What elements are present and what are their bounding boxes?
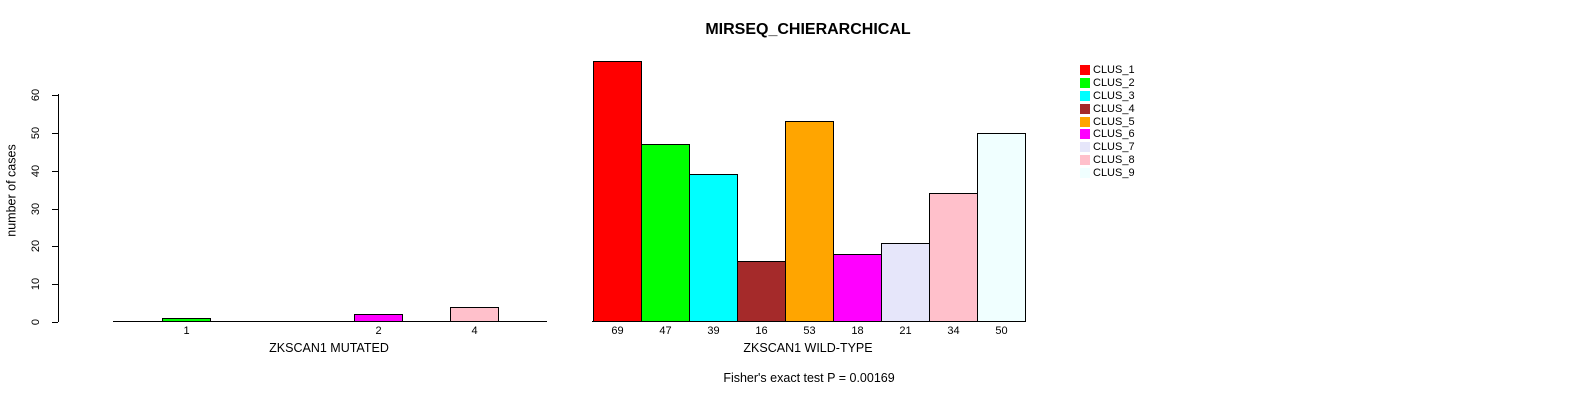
bar-value-label: 2 bbox=[375, 325, 382, 337]
bar-clus_9 bbox=[977, 133, 1026, 322]
y-tick-label: 60 bbox=[30, 88, 42, 102]
bar-clus_8 bbox=[450, 307, 499, 322]
y-tick-label: 10 bbox=[30, 277, 42, 291]
y-tick-label: 0 bbox=[30, 318, 42, 326]
bar-clus_2 bbox=[162, 318, 211, 322]
legend-swatch-clus_5 bbox=[1080, 117, 1090, 127]
bar-value-label: 39 bbox=[707, 325, 720, 337]
y-tick-mark bbox=[52, 95, 58, 96]
bar-clus_6 bbox=[354, 314, 403, 322]
y-tick-mark bbox=[52, 322, 58, 323]
legend-label-clus_4: CLUS_4 bbox=[1093, 103, 1135, 115]
y-tick-label: 30 bbox=[30, 202, 42, 216]
y-tick-mark bbox=[52, 284, 58, 285]
bar-value-label: 47 bbox=[659, 325, 672, 337]
bar-value-label: 4 bbox=[471, 325, 478, 337]
y-axis-title: number of cases bbox=[4, 144, 19, 237]
x-axis-label-mutated: ZKSCAN1 MUTATED bbox=[269, 341, 389, 355]
legend-swatch-clus_6 bbox=[1080, 129, 1090, 139]
x-axis-line bbox=[113, 321, 547, 322]
y-tick-label: 50 bbox=[30, 126, 42, 140]
chart-title: MIRSEQ_CHIERARCHICAL bbox=[705, 21, 911, 38]
legend-label-clus_5: CLUS_5 bbox=[1093, 116, 1135, 128]
y-tick-mark bbox=[52, 171, 58, 172]
bar-value-label: 34 bbox=[947, 325, 960, 337]
bar-clus_4 bbox=[737, 261, 786, 322]
bar-clus_3 bbox=[689, 174, 738, 322]
legend-label-clus_9: CLUS_9 bbox=[1093, 167, 1135, 179]
legend-label-clus_8: CLUS_8 bbox=[1093, 154, 1135, 166]
legend-swatch-clus_2 bbox=[1080, 78, 1090, 88]
bar-value-label: 50 bbox=[995, 325, 1008, 337]
legend-label-clus_2: CLUS_2 bbox=[1093, 77, 1135, 89]
legend-swatch-clus_7 bbox=[1080, 142, 1090, 152]
bar-value-label: 21 bbox=[899, 325, 912, 337]
bar-value-label: 18 bbox=[851, 325, 864, 337]
legend-swatch-clus_8 bbox=[1080, 155, 1090, 165]
bar-value-label: 69 bbox=[611, 325, 624, 337]
bar-clus_1 bbox=[593, 61, 642, 322]
y-tick-label: 20 bbox=[30, 239, 42, 253]
y-tick-mark bbox=[52, 133, 58, 134]
fisher-test-annotation: Fisher's exact test P = 0.00169 bbox=[723, 371, 895, 385]
bar-clus_5 bbox=[785, 121, 834, 322]
bar-clus_7 bbox=[881, 243, 930, 322]
x-axis-label-wildtype: ZKSCAN1 WILD-TYPE bbox=[743, 341, 873, 355]
legend-label-clus_1: CLUS_1 bbox=[1093, 64, 1135, 76]
y-axis-line bbox=[58, 94, 59, 322]
bar-clus_2 bbox=[641, 144, 690, 322]
y-tick-label: 40 bbox=[30, 164, 42, 178]
bar-value-label: 16 bbox=[755, 325, 768, 337]
legend-swatch-clus_9 bbox=[1080, 168, 1090, 178]
legend-label-clus_6: CLUS_6 bbox=[1093, 128, 1135, 140]
legend-label-clus_3: CLUS_3 bbox=[1093, 90, 1135, 102]
bar-clus_6 bbox=[833, 254, 882, 322]
legend-swatch-clus_1 bbox=[1080, 65, 1090, 75]
y-tick-mark bbox=[52, 246, 58, 247]
y-tick-mark bbox=[52, 209, 58, 210]
bar-clus_8 bbox=[929, 193, 978, 322]
legend-swatch-clus_4 bbox=[1080, 104, 1090, 114]
legend-swatch-clus_3 bbox=[1080, 91, 1090, 101]
legend-label-clus_7: CLUS_7 bbox=[1093, 141, 1135, 153]
bar-value-label: 53 bbox=[803, 325, 816, 337]
bar-value-label: 1 bbox=[183, 325, 190, 337]
